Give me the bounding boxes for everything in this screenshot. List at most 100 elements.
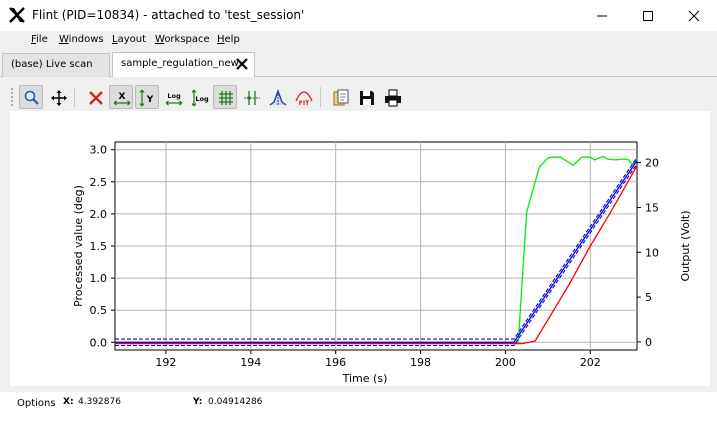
log-y-icon: Log (191, 89, 209, 107)
peak-icon (269, 89, 287, 106)
maximize-icon (643, 11, 653, 21)
svg-text:FIT: FIT (299, 100, 310, 107)
fit-button[interactable]: FIT (291, 85, 315, 109)
menu-help[interactable]: Help (217, 34, 240, 45)
close-window-button[interactable] (671, 0, 717, 31)
series-line-blue-dash (115, 163, 638, 347)
menu-windows[interactable]: Windows (59, 34, 104, 45)
marker-button[interactable] (239, 85, 263, 109)
y-coordinate-label: Y: (193, 397, 203, 407)
svg-text:Log: Log (195, 95, 209, 103)
y-tick-label: 1.5 (90, 240, 108, 253)
autoscale-y-button[interactable]: Y (135, 85, 159, 109)
pan-button[interactable] (46, 85, 70, 109)
marker-icon (244, 91, 260, 105)
zoom-button[interactable] (19, 85, 43, 109)
grid-button[interactable] (213, 85, 237, 109)
minimize-button[interactable] (579, 0, 625, 31)
menu-layout-label: ayout (117, 34, 147, 45)
svg-text:X: X (119, 92, 126, 102)
x-tick-label: 202 (580, 356, 601, 369)
log-y-button[interactable]: Log (187, 85, 211, 109)
log-x-button[interactable]: Log (161, 85, 185, 109)
menu-layout-mnemonic: L (112, 34, 118, 45)
tab-sample-regulation-label: sample_regulation_new (121, 58, 239, 69)
status-bar: Options X: 4.392876 Y: 0.04914286 (0, 392, 717, 422)
regulation-chart[interactable]: 192 194 196 198 200 202 0.0 0.5 1.0 1.5 2.0 2.5 3.0 0… (10, 111, 710, 386)
plot-panel: 192 194 196 198 200 202 0.0 0.5 1.0 1.5 2.0 2.5 3.0 0… (10, 111, 710, 386)
tab-bar: (base) Live scan sample_regulation_new (0, 51, 717, 77)
grid-icon (219, 91, 233, 105)
svg-text:Log: Log (167, 92, 181, 100)
x-tick-label: 194 (240, 356, 261, 369)
plot-workspace: X Y Log Log (0, 77, 717, 392)
menu-help-label: elp (224, 34, 240, 45)
peak-button[interactable] (265, 85, 289, 109)
series-line-green (115, 155, 638, 344)
autoscale-y-icon: Y (139, 89, 154, 107)
grid-lines (115, 142, 637, 350)
series-line-blue-dash (115, 157, 638, 340)
menu-windows-label: indows (68, 34, 104, 45)
series-layer (115, 155, 638, 347)
copy-icon (333, 89, 349, 106)
toolbar-grip[interactable] (10, 87, 14, 107)
y2-axis-label: Output (Volt) (679, 210, 692, 281)
y-coordinate-value: 0.04914286 (208, 397, 263, 407)
tab-close-icon[interactable] (236, 58, 248, 70)
tab-live-scan-label: (base) Live scan (11, 59, 93, 70)
y2-tick-label: 0 (645, 336, 652, 349)
maximize-button[interactable] (625, 0, 671, 31)
save-icon (360, 91, 374, 105)
y2-tick-label: 15 (645, 201, 659, 214)
y-tick-label: 0.5 (90, 304, 108, 317)
menu-file-label: ile (36, 34, 48, 45)
y-tick-label: 3.0 (90, 144, 108, 157)
autoscale-x-icon: X (113, 92, 131, 106)
y-axis-label: Processed value (deg) (72, 185, 85, 307)
window-title: Flint (PID=10834) - attached to 'test_se… (32, 8, 305, 22)
menu-bar: File Windows Layout Workspace Help (0, 31, 717, 51)
y-tick-label: 2.5 (90, 176, 108, 189)
title-bar: Flint (PID=10834) - attached to 'test_se… (0, 0, 717, 31)
print-button[interactable] (380, 85, 404, 109)
tab-sample-regulation[interactable]: sample_regulation_new (112, 52, 255, 77)
plot-toolbar: X Y Log Log (8, 83, 708, 111)
x-coordinate-value: 4.392876 (78, 397, 121, 407)
series-line-red (115, 165, 638, 345)
x-tick-label: 192 (155, 356, 176, 369)
y2-tick-label: 10 (645, 246, 659, 259)
menu-workspace[interactable]: Workspace (155, 34, 210, 45)
y-tick-label: 0.0 (90, 336, 108, 349)
y2-tick-label: 5 (645, 291, 652, 304)
print-icon (385, 89, 401, 107)
series-line-blue (115, 160, 638, 343)
minimize-icon (597, 15, 607, 17)
x-tick-label: 198 (410, 356, 431, 369)
menu-help-mnemonic: H (217, 34, 225, 45)
menu-windows-mnemonic: W (59, 34, 69, 45)
axis-layer: 192 194 196 198 200 202 0.0 0.5 1.0 1.5 2.0 2.5 3.0 0… (90, 144, 660, 369)
autoscale-x-button[interactable]: X (109, 85, 133, 109)
close-icon (688, 10, 700, 22)
clear-icon (89, 91, 103, 105)
zoom-icon (24, 90, 39, 105)
toolbar-separator (320, 87, 321, 107)
flint-app-icon (8, 6, 26, 24)
x-tick-label: 200 (495, 356, 516, 369)
y-tick-label: 2.0 (90, 208, 108, 221)
y2-tick-label: 20 (645, 157, 659, 170)
options-button[interactable]: Options (17, 398, 56, 409)
tab-live-scan[interactable]: (base) Live scan (2, 53, 110, 77)
save-button[interactable] (354, 85, 378, 109)
x-axis-label: Time (s) (342, 372, 388, 385)
fit-icon: FIT (295, 91, 313, 107)
pan-icon (51, 90, 67, 106)
clear-button[interactable] (83, 85, 107, 109)
svg-text:Y: Y (146, 95, 154, 105)
menu-file[interactable]: File (31, 34, 48, 45)
menu-workspace-mnemonic: W (155, 34, 165, 45)
menu-layout[interactable]: Layout (112, 34, 146, 45)
x-tick-label: 196 (325, 356, 346, 369)
copy-button[interactable] (328, 85, 352, 109)
